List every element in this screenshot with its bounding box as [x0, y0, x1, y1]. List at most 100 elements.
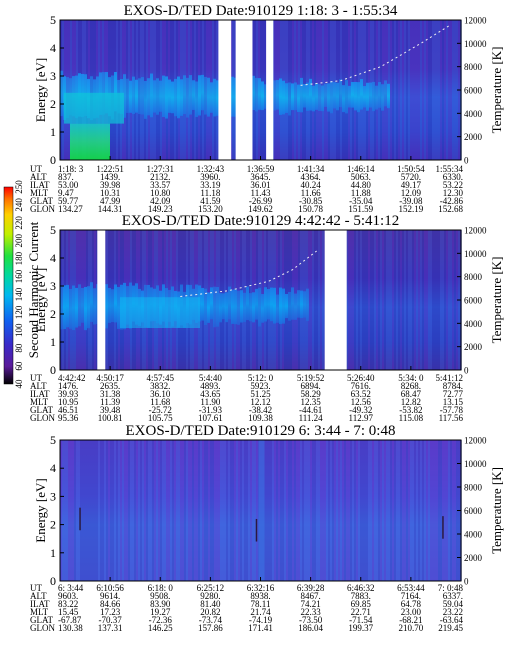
- flux-band-cell: [66, 284, 69, 328]
- spectrogram-column: [448, 20, 450, 160]
- spectrogram-column: [438, 230, 440, 370]
- flux-band-cell: [201, 287, 204, 321]
- ephemeris-cell: 5:19:52: [297, 373, 325, 383]
- ephemeris-cell: 12.35: [301, 397, 322, 407]
- spectrogram-column: [454, 230, 456, 370]
- spectrogram-column: [390, 440, 392, 581]
- data-gap: [218, 20, 232, 160]
- ephemeris-cell: 36.01: [250, 180, 270, 190]
- spectrogram-column: [412, 440, 414, 581]
- flux-band-cell: [231, 76, 234, 117]
- spectrogram-column: [404, 230, 406, 370]
- ephemeris-cell: 5720.: [401, 172, 421, 182]
- spectrogram-column: [334, 440, 336, 581]
- spectrogram-column: [352, 230, 354, 370]
- ephemeris-cell: -63.64: [440, 615, 464, 625]
- y2-tick-label: 10000: [464, 39, 487, 49]
- spectrogram-column: [402, 440, 404, 581]
- flux-band-cell: [291, 83, 294, 111]
- spectrogram-column: [142, 440, 144, 581]
- ephemeris-cell: 7164.: [401, 591, 421, 601]
- flux-band-cell: [180, 79, 183, 116]
- ephemeris-cell: 112.97: [349, 413, 374, 423]
- spectrogram-column: [242, 440, 244, 581]
- spectrogram-column: [164, 440, 166, 581]
- ephemeris-row-label: GLAT: [30, 196, 53, 206]
- spectrogram-column: [314, 440, 316, 581]
- spectrogram-column: [448, 230, 450, 370]
- flux-band-cell: [258, 78, 261, 110]
- flux-band-cell: [270, 287, 273, 322]
- spectrogram-column: [314, 230, 316, 370]
- y-axis-right: 0 2000 4000 6000 8000 10000 12000 Temperature […: [457, 436, 504, 587]
- ephemeris-cell: 59.04: [443, 599, 464, 609]
- flux-band-cell: [348, 85, 351, 108]
- spectrogram-column: [236, 440, 238, 581]
- spectrogram-column: [316, 440, 318, 581]
- colorbar-tick-label: 220: [14, 216, 24, 230]
- ephemeris-cell: -49.32: [349, 405, 372, 415]
- spectrogram-column: [414, 440, 416, 581]
- ephemeris-cell: 12.82: [401, 397, 421, 407]
- ephemeris-cell: 151.59: [348, 204, 373, 214]
- ephemeris-cell: 4893.: [200, 381, 220, 391]
- spectrogram-column: [224, 440, 226, 581]
- flux-hotspot: [64, 92, 124, 124]
- y2-tick-label: 4000: [464, 109, 483, 119]
- flux-band-cell: [303, 84, 306, 108]
- flux-band-cell: [261, 81, 264, 111]
- ephemeris-cell: 12.30: [443, 188, 464, 198]
- spectrogram-column: [94, 440, 96, 581]
- spectrogram-column: [408, 230, 410, 370]
- ephemeris-cell: 22.71: [351, 607, 371, 617]
- flux-band-cell: [255, 288, 258, 320]
- spectrogram-column: [362, 440, 364, 581]
- spectrogram-column: [210, 440, 212, 581]
- spectrogram-column: [280, 440, 282, 581]
- spectrogram-column: [148, 440, 150, 581]
- ephemeris-cell: 6:39:28: [297, 583, 325, 593]
- ephemeris-row-label: ILAT: [30, 599, 50, 609]
- flux-band-cell: [132, 76, 135, 114]
- flux-band-cell: [333, 82, 336, 109]
- spectrogram-column: [412, 20, 414, 160]
- flux-band-cell: [288, 291, 291, 321]
- ephemeris-cell: 5923.: [250, 381, 270, 391]
- ephemeris-cell: 5:26:40: [347, 373, 375, 383]
- ephemeris-cell: 4:42:42: [58, 373, 86, 383]
- ephemeris-cell: 1:36:59: [247, 164, 275, 174]
- spectrogram-column: [444, 230, 446, 370]
- flux-band-cell: [177, 76, 180, 119]
- spectrogram-column: [138, 440, 140, 581]
- spectrogram-column: [206, 440, 208, 581]
- spectrogram-column: [62, 440, 64, 581]
- ephemeris-cell: 5063.: [351, 172, 371, 182]
- ephemeris-cell: 107.61: [198, 413, 223, 423]
- colorbar-label: Second Harmonic Current: [26, 221, 41, 358]
- flux-band-cell: [339, 79, 342, 108]
- ephemeris-row-label: GLAT: [30, 615, 53, 625]
- colorbar-tick-label: 80: [14, 343, 24, 353]
- spectrogram-column: [360, 230, 362, 370]
- flux-band-cell: [282, 80, 285, 115]
- y-tick-label: 1: [50, 335, 56, 349]
- flux-band-cell: [144, 81, 147, 119]
- spectrogram-column: [330, 440, 332, 581]
- flux-band-cell: [60, 70, 63, 117]
- spectrogram-column: [100, 440, 102, 581]
- ephemeris-cell: 115.08: [399, 413, 424, 423]
- ephemeris-cell: 47.99: [100, 196, 121, 206]
- y-tick-label: 2: [50, 518, 56, 532]
- flux-band-cell: [231, 289, 234, 324]
- flux-band-cell: [321, 85, 324, 112]
- ephemeris-row-label: MLT: [30, 397, 49, 407]
- y-tick-label: 0: [50, 153, 56, 167]
- ephemeris-row-label: GLAT: [30, 405, 53, 415]
- panels: EXOS-D/TED Date:910129 1:18: 3 - 1:55:34…: [30, 3, 504, 633]
- spectrogram-column: [310, 440, 312, 581]
- flux-band-cell: [381, 84, 384, 111]
- spectrogram-column: [294, 440, 296, 581]
- y2-tick-label: 0: [464, 577, 469, 587]
- spectrogram-column: [446, 230, 448, 370]
- spectrogram-column: [318, 230, 320, 370]
